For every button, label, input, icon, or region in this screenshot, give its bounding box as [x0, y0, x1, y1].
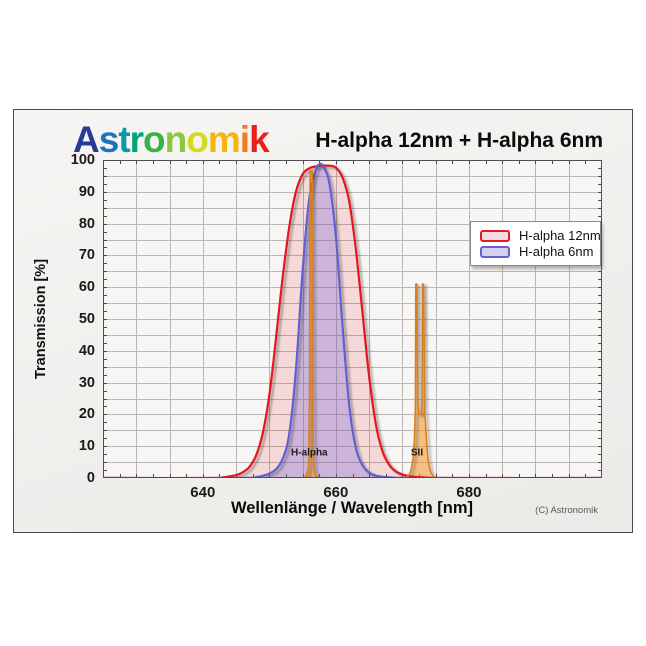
series-fill-h-alpha-emission-line: [303, 171, 319, 478]
y-tick-label: 100: [70, 152, 95, 168]
logo-letter: o: [143, 119, 166, 160]
copyright-text: (C) Astronomik: [535, 505, 598, 516]
logo-letter: o: [186, 119, 209, 160]
x-tick-label: 660: [323, 484, 349, 501]
chart-title: H-alpha 12nm + H-alpha 6nm: [315, 129, 603, 152]
y-tick-label: 0: [86, 470, 95, 486]
y-tick-label: 70: [78, 247, 95, 264]
chart-panel: Astronomik H-alpha 12nm + H-alpha 6nm H-…: [13, 109, 633, 533]
logo-letter: k: [249, 119, 270, 160]
plot-wrap: H-alpha SII: [102, 160, 603, 480]
series-fill-sii-emission-line: [405, 284, 435, 478]
series-line-h-alpha-6nm: [102, 162, 603, 480]
x-tick-label: 680: [456, 484, 482, 501]
series-line-sii-emission-line: [405, 283, 436, 479]
legend-label: H-alpha 6nm: [519, 244, 594, 259]
legend-swatch: [480, 229, 510, 242]
logo-letter: A: [73, 119, 100, 160]
logo-letter: s: [98, 119, 120, 160]
y-tick-label: 20: [78, 406, 95, 423]
y-axis-title: Transmission [%]: [33, 258, 49, 380]
annotation-h-alpha: H-alpha: [291, 448, 328, 459]
logo-letter: n: [164, 119, 188, 160]
logo-letter: t: [118, 119, 130, 160]
legend-row: H-alpha 12nm: [480, 228, 601, 243]
plot-area: H-alpha SII: [102, 160, 603, 480]
legend: H-alpha 12nm H-alpha 6nm: [470, 221, 601, 266]
y-tick-label: 50: [78, 311, 95, 327]
plot-frame: [103, 160, 602, 478]
y-tick-label: 30: [78, 374, 95, 391]
x-tick-label: 640: [190, 484, 216, 501]
annotation-sii: SII: [411, 448, 423, 459]
legend-row: H-alpha 6nm: [480, 244, 596, 259]
x-axis-title: Wellenlänge / Wavelength [nm]: [230, 499, 474, 517]
series-line-h-alpha-emission-line: [303, 170, 320, 479]
y-tick-label: 90: [78, 183, 95, 200]
logo-letter: i: [239, 119, 250, 160]
y-tick-label: 40: [78, 342, 95, 359]
series-fill-h-alpha-12nm: [103, 165, 602, 479]
gridlines: [103, 160, 602, 478]
y-tick-label: 60: [78, 279, 95, 296]
y-tick-label: 10: [78, 438, 95, 455]
logo-letter: m: [207, 119, 241, 160]
y-tick-label: 80: [78, 215, 95, 232]
astronomik-logo: Astronomik: [73, 119, 270, 161]
logo-letter: r: [129, 119, 144, 160]
legend-label: H-alpha 12nm: [519, 228, 601, 243]
legend-swatch: [480, 245, 510, 258]
